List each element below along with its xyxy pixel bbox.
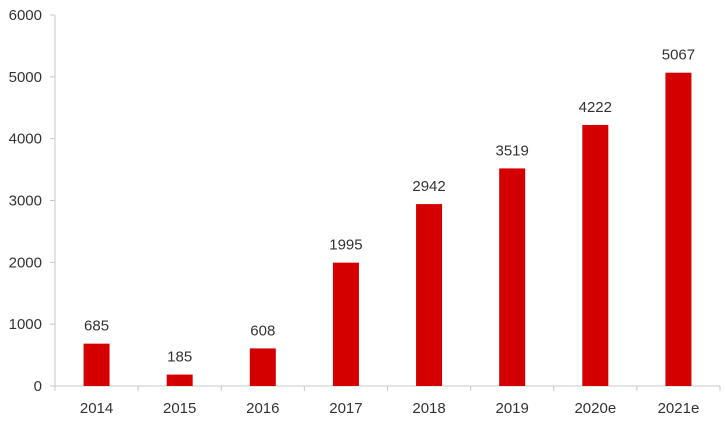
data-labels: 685 185 608 1995 2942 3519 4222 5067 [84,47,695,366]
data-label-2016: 608 [250,322,275,339]
y-tick-label: 2000 [9,254,42,271]
bar-2021e [665,72,692,387]
bar-2018 [416,204,443,386]
bar-2017 [332,262,359,386]
x-tick-label-2020e: 2020e [574,400,616,417]
x-tick-label-2017: 2017 [329,400,362,417]
y-tick-label: 0 [34,378,42,395]
data-label-2020e: 4222 [579,99,612,116]
bar-2015 [166,374,193,386]
x-tick-label-2015: 2015 [163,400,196,417]
x-tick-label-2014: 2014 [80,400,113,417]
x-tick-label-2021e: 2021e [658,400,700,417]
data-label-2019: 3519 [496,142,529,159]
y-tick-label: 6000 [9,7,42,24]
y-tick-label: 1000 [9,316,42,333]
bar-2020e [582,124,609,386]
y-tick-label: 4000 [9,131,42,148]
data-label-2018: 2942 [412,178,445,195]
x-tick-label-2016: 2016 [246,400,279,417]
x-axis: 2014 2015 2016 2017 2018 2019 2020e 2021e [54,385,721,417]
data-label-2015: 185 [167,349,192,366]
x-tick-label-2018: 2018 [412,400,445,417]
data-label-2021e: 5067 [662,47,695,64]
y-tick-label: 3000 [9,193,42,210]
bar-2014 [83,343,110,386]
y-tick-label: 5000 [9,69,42,86]
bars [83,72,692,387]
data-label-2014: 685 [84,318,109,335]
y-axis: 0 1000 2000 3000 4000 5000 6000 [9,7,56,395]
data-label-2017: 1995 [329,237,362,254]
bar-2016 [249,348,276,386]
bar-2019 [499,168,526,386]
x-tick-label-2019: 2019 [496,400,529,417]
